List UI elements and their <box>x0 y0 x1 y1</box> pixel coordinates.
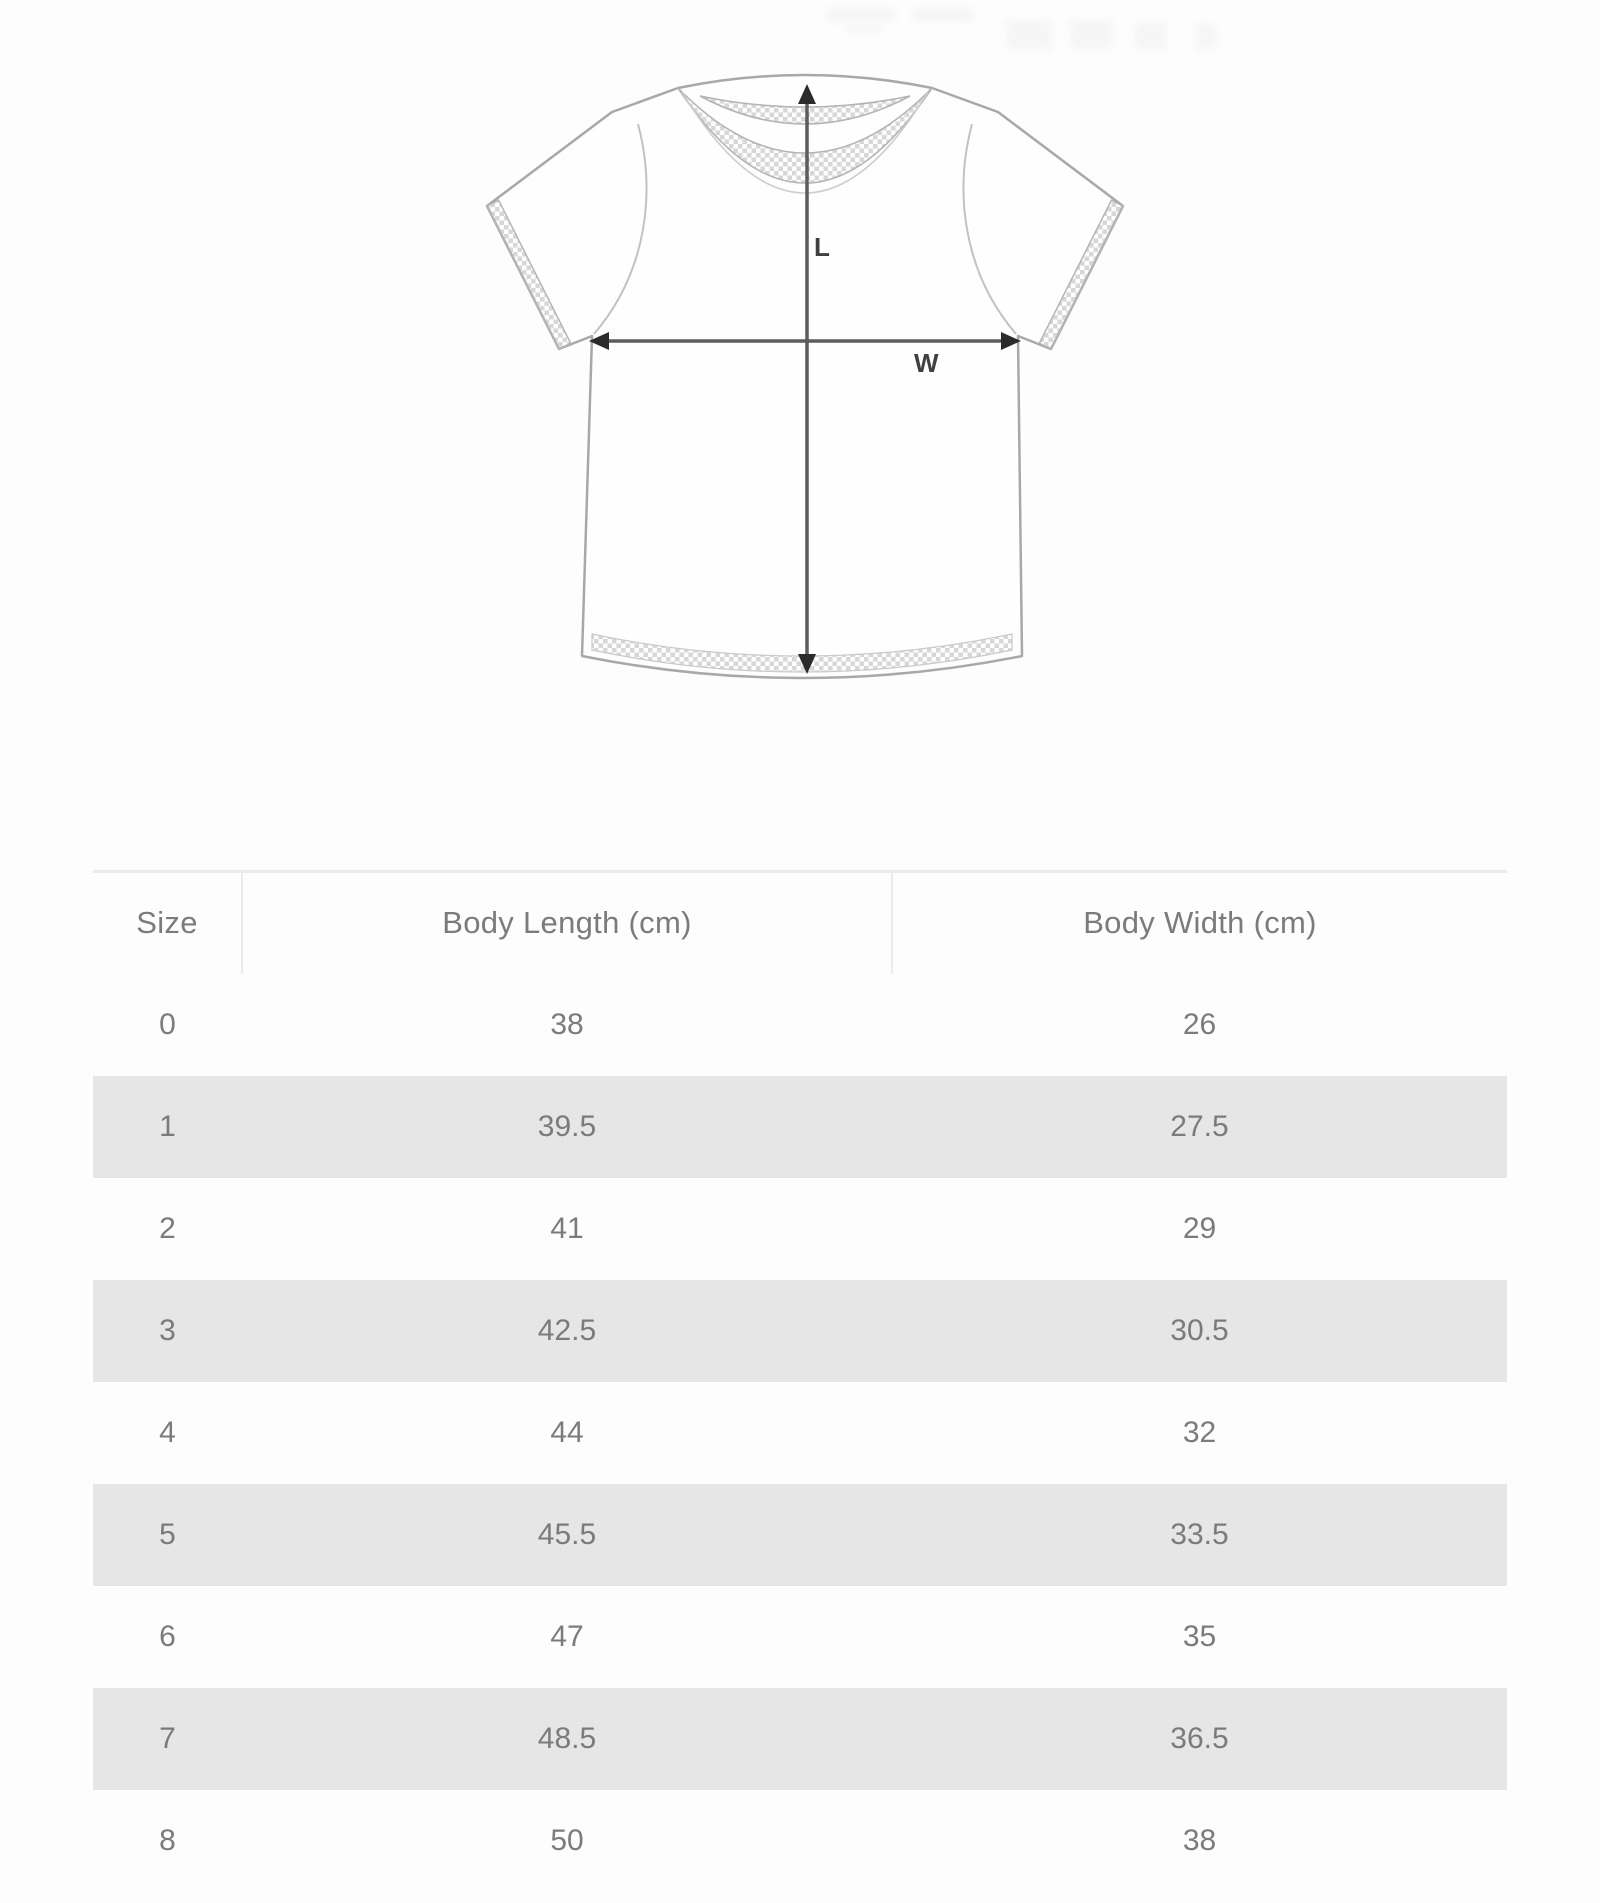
width-cell: 32 <box>1182 1415 1217 1449</box>
column-header-body-length: Body Length (cm) <box>242 871 893 974</box>
length-cell: 42.5 <box>537 1313 597 1347</box>
width-cell: 27.5 <box>1170 1109 1229 1143</box>
table-row: 2 41 29 <box>93 1178 1507 1280</box>
tshirt-diagram: L W <box>485 8 1216 680</box>
table-row: 1 39.5 27.5 <box>93 1075 1507 1178</box>
size-cell: 0 <box>159 1007 176 1041</box>
size-cell: 7 <box>159 1721 176 1755</box>
width-cell: 30.5 <box>1170 1313 1229 1347</box>
size-chart-table: Size Body Length (cm) Body Width (cm) 0 … <box>93 870 1507 1892</box>
table-row: 3 42.5 30.5 <box>93 1279 1507 1382</box>
length-arrow <box>798 84 816 674</box>
table-row: 6 47 35 <box>93 1586 1507 1688</box>
ghost-artifact <box>826 8 1216 50</box>
length-cell: 50 <box>550 1823 584 1857</box>
width-arrow <box>589 332 1021 350</box>
collar <box>677 87 933 194</box>
size-cell: 4 <box>159 1415 176 1449</box>
size-cell: 8 <box>159 1823 176 1857</box>
tshirt-measurement-figure: L W <box>0 0 1600 830</box>
size-cell: 6 <box>159 1619 176 1653</box>
width-cell: 33.5 <box>1170 1517 1229 1551</box>
length-label: L <box>814 232 830 262</box>
column-header-size: Size <box>93 871 243 974</box>
armhole-seams <box>593 123 1017 335</box>
table-row: 5 45.5 33.5 <box>93 1483 1507 1586</box>
length-cell: 48.5 <box>537 1721 597 1755</box>
length-cell: 47 <box>550 1619 584 1653</box>
width-cell: 36.5 <box>1170 1721 1229 1755</box>
table-row: 4 44 32 <box>93 1382 1507 1484</box>
width-cell: 29 <box>1182 1211 1217 1245</box>
width-label: W <box>914 348 939 378</box>
table-row: 8 50 38 <box>93 1790 1507 1892</box>
hem-stitch-band <box>591 633 1013 673</box>
length-cell: 39.5 <box>537 1109 597 1143</box>
size-cell: 2 <box>159 1211 176 1245</box>
column-header-body-width: Body Width (cm) <box>1083 905 1317 941</box>
size-cell: 1 <box>159 1109 176 1143</box>
length-cell: 38 <box>550 1007 584 1041</box>
sleeve-cuffs <box>485 199 1125 351</box>
width-cell: 35 <box>1182 1619 1217 1653</box>
table-row: 0 38 26 <box>93 974 1507 1076</box>
size-cell: 3 <box>159 1313 176 1347</box>
table-row: 7 48.5 36.5 <box>93 1687 1507 1790</box>
length-cell: 41 <box>550 1211 584 1245</box>
width-cell: 38 <box>1182 1823 1217 1857</box>
width-cell: 26 <box>1182 1007 1217 1041</box>
header-row: Size Body Length (cm) Body Width (cm) <box>93 871 1507 974</box>
size-cell: 5 <box>159 1517 176 1551</box>
length-cell: 45.5 <box>537 1517 597 1551</box>
tshirt-outline <box>485 73 1125 680</box>
length-cell: 44 <box>550 1415 584 1449</box>
